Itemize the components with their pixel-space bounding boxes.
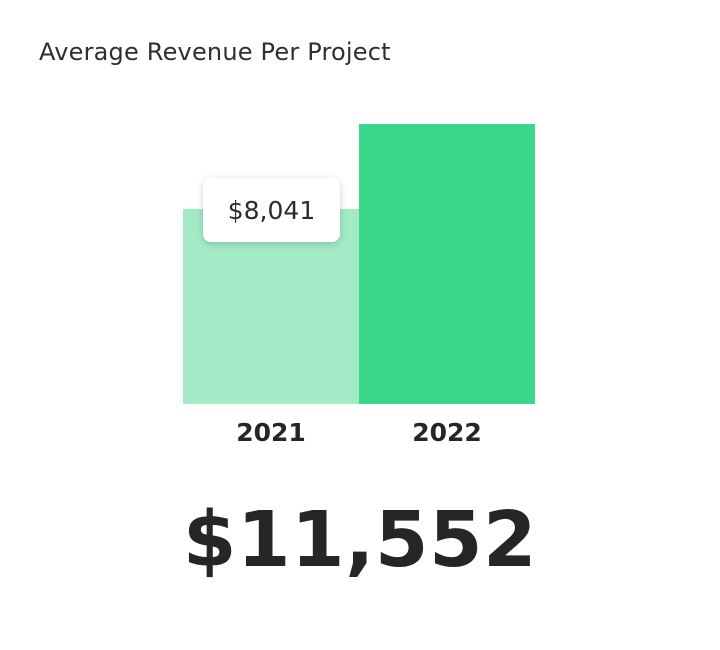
total-value: $11,552 — [182, 496, 538, 585]
bar-2022[interactable] — [359, 124, 535, 404]
category-label-2022: 2022 — [412, 418, 482, 447]
category-label-2021: 2021 — [236, 418, 306, 447]
value-tooltip: $8,041 — [203, 178, 340, 242]
chart-title: Average Revenue Per Project — [39, 38, 391, 66]
